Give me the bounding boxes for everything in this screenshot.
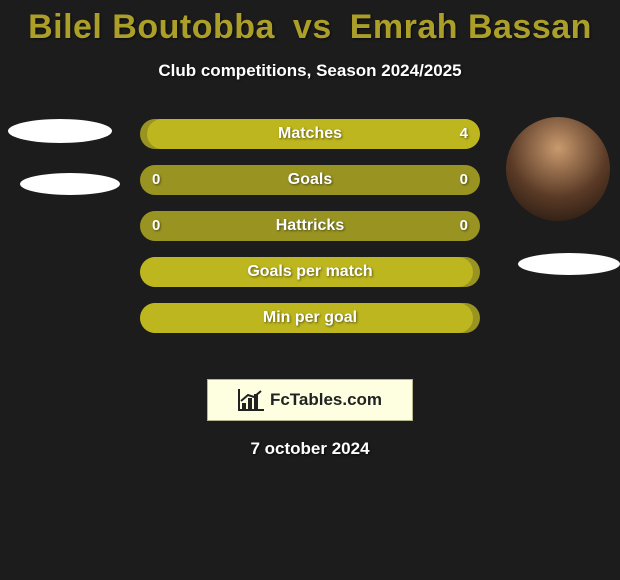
chart-icon: [238, 389, 264, 411]
stat-rows: 4 Matches 0 0 Goals 0 0 Hattricks Goals per matc…: [140, 119, 480, 349]
subtitle: Club competitions, Season 2024/2025: [0, 61, 620, 81]
stat-row: 4 Matches: [140, 119, 480, 149]
player1-name: Bilel Boutobba: [28, 8, 275, 46]
stat-row: 0 0 Hattricks: [140, 211, 480, 241]
footer-date: 7 october 2024: [0, 439, 620, 459]
logo-text: FcTables.com: [270, 390, 382, 410]
comparison-title: Bilel Boutobba vs Emrah Bassan: [0, 0, 620, 47]
stat-label: Goals: [288, 171, 332, 188]
player2-name: Emrah Bassan: [350, 8, 592, 46]
stat-value-left: 0: [152, 165, 160, 195]
player2-avatar: [506, 117, 610, 221]
stat-row: Min per goal: [140, 303, 480, 333]
stat-value-right: 4: [460, 119, 468, 149]
stat-value-right: 0: [460, 165, 468, 195]
stat-label: Goals per match: [247, 263, 372, 280]
stat-label: Min per goal: [263, 309, 357, 326]
comparison-chart: 4 Matches 0 0 Goals 0 0 Hattricks Goals per matc…: [0, 119, 620, 359]
fctables-logo: FcTables.com: [207, 379, 413, 421]
stat-label: Hattricks: [276, 217, 344, 234]
player1-marker: [8, 119, 112, 143]
player2-marker: [518, 253, 620, 275]
avatar-photo: [506, 117, 610, 221]
player1-marker: [20, 173, 120, 195]
stat-row: Goals per match: [140, 257, 480, 287]
vs-label: vs: [293, 8, 332, 46]
stat-value-right: 0: [460, 211, 468, 241]
stat-value-left: 0: [152, 211, 160, 241]
stat-label: Matches: [278, 125, 342, 142]
stat-row: 0 0 Goals: [140, 165, 480, 195]
